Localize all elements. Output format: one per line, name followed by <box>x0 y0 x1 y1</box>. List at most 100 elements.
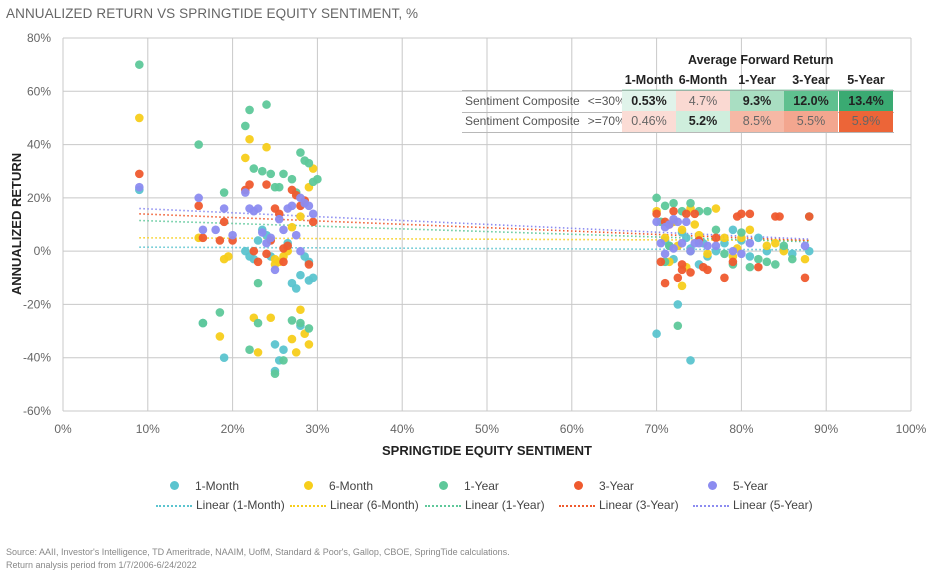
data-point <box>270 369 280 379</box>
data-point <box>677 238 687 248</box>
data-point <box>296 212 305 221</box>
data-point <box>771 260 780 269</box>
legend-label: Linear (5-Year) <box>733 498 813 512</box>
data-point <box>711 233 721 243</box>
data-point <box>800 241 810 251</box>
data-point <box>241 121 250 131</box>
y-axis-label: ANNUALIZED RETURN <box>9 153 24 295</box>
data-point <box>720 233 729 243</box>
data-point <box>270 340 280 349</box>
x-tick-label: 80% <box>729 422 753 436</box>
data-point <box>703 206 712 216</box>
data-point <box>720 249 729 259</box>
data-point <box>703 241 712 251</box>
legend-dotted-line-icon <box>425 505 461 507</box>
data-point <box>694 238 704 248</box>
data-point <box>652 329 661 339</box>
data-point <box>787 254 797 264</box>
data-point <box>287 334 297 344</box>
data-point <box>266 169 276 179</box>
y-tick-label: 20% <box>27 191 51 205</box>
data-point <box>745 209 755 219</box>
series-5-year <box>135 182 810 275</box>
table-cell: 0.53% <box>622 91 676 112</box>
legend-label: Linear (1-Year) <box>465 498 545 512</box>
table-cell: 4.7% <box>676 91 730 112</box>
table-cell: 13.4% <box>839 91 893 112</box>
data-point <box>304 158 314 168</box>
data-point <box>745 225 755 235</box>
y-axis-ticks: 80% 60% 40% 20% 0% -20% -40% -60% <box>23 31 51 418</box>
data-point <box>673 273 683 283</box>
x-tick-label: 40% <box>390 422 414 436</box>
legend-dot-icon <box>304 481 313 490</box>
legend-label: 1-Year <box>464 479 499 493</box>
data-point <box>656 238 666 248</box>
series-3-year <box>135 169 814 288</box>
y-tick-label: 0% <box>34 244 52 258</box>
data-point <box>745 262 755 272</box>
data-point <box>754 262 763 272</box>
data-point <box>279 356 288 365</box>
data-point <box>253 348 263 357</box>
x-tick-label: 10% <box>136 422 160 436</box>
data-point <box>660 201 670 211</box>
data-point <box>737 228 746 237</box>
data-point <box>296 246 305 256</box>
legend-label: 6-Month <box>329 479 374 493</box>
data-point <box>296 318 305 328</box>
data-point <box>690 209 700 219</box>
data-point <box>677 281 687 291</box>
data-point <box>198 225 208 235</box>
y-tick-label: -60% <box>23 404 51 418</box>
table-cell: 12.0% <box>784 91 838 112</box>
data-point <box>198 318 208 328</box>
data-point <box>308 273 318 283</box>
data-point <box>291 230 301 240</box>
data-point <box>745 252 755 261</box>
data-point <box>737 249 746 259</box>
x-tick-label: 30% <box>305 422 329 436</box>
data-point <box>775 212 784 221</box>
data-point <box>215 332 225 341</box>
data-point <box>711 204 721 213</box>
data-point <box>762 241 772 251</box>
legend-dotted-line-icon <box>559 505 595 507</box>
data-point <box>677 265 687 275</box>
data-point <box>686 246 695 256</box>
table-cell: 9.3% <box>730 91 784 112</box>
legend-label: 5-Year <box>733 479 768 493</box>
data-point <box>253 257 263 267</box>
data-point <box>652 193 661 203</box>
data-point <box>215 236 225 245</box>
data-point <box>711 225 721 235</box>
data-point <box>224 252 233 261</box>
y-tick-label: -40% <box>23 351 51 365</box>
data-point <box>737 209 746 219</box>
y-tick-label: 60% <box>27 84 51 98</box>
data-point <box>669 206 678 216</box>
data-point <box>219 217 229 227</box>
data-point <box>711 241 721 251</box>
legend-dot-icon <box>708 481 717 490</box>
data-point <box>274 182 284 192</box>
data-point <box>257 166 267 176</box>
data-point <box>194 140 203 149</box>
data-point <box>266 233 276 243</box>
data-point <box>262 180 271 189</box>
legend-label: Linear (1-Month) <box>196 498 285 512</box>
data-point <box>253 236 263 245</box>
data-point <box>249 164 259 173</box>
data-point <box>194 201 203 211</box>
y-tick-label: -20% <box>23 297 51 311</box>
data-point <box>313 174 322 184</box>
data-point <box>291 348 301 357</box>
data-point <box>728 257 738 267</box>
data-point <box>686 198 695 208</box>
source-note: Source: AAII, Investor's Intelligence, T… <box>6 547 510 557</box>
data-point <box>262 249 271 259</box>
legend-dotted-line-icon <box>693 505 729 507</box>
table-divider <box>462 90 894 91</box>
table-divider <box>462 132 894 133</box>
data-point <box>304 324 314 333</box>
